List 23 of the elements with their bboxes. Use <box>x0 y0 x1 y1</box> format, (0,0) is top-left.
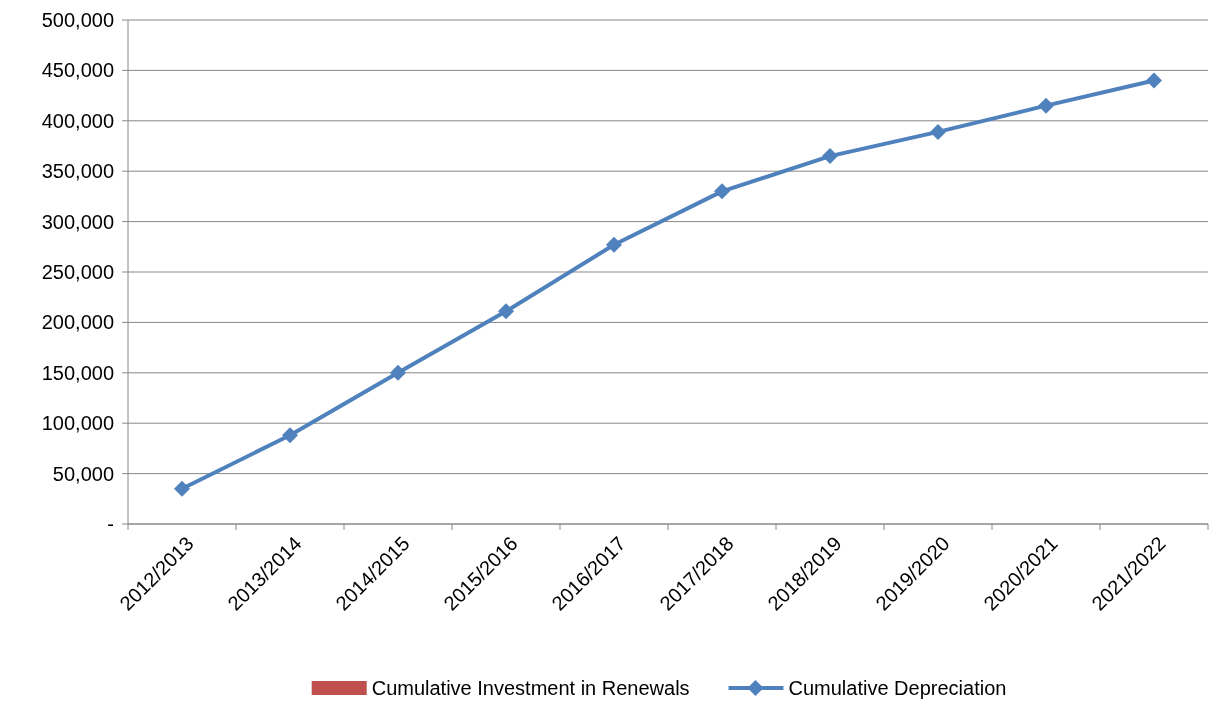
y-tick-label: 50,000 <box>52 462 114 485</box>
point <box>930 123 946 140</box>
point <box>714 183 730 200</box>
point <box>390 364 406 381</box>
y-tick-label: 200,000 <box>41 311 114 334</box>
y-tick-label: 400,000 <box>41 109 114 132</box>
point <box>1146 72 1162 89</box>
point <box>498 303 514 320</box>
y-tick-label: - <box>107 513 114 535</box>
y-tick-label: 250,000 <box>41 261 114 283</box>
point <box>1038 97 1054 114</box>
point <box>174 480 190 497</box>
point <box>282 427 298 444</box>
point <box>822 148 838 165</box>
legend-label: Cumulative Depreciation <box>788 677 1007 699</box>
y-tick-label: 100,000 <box>41 412 114 435</box>
y-tick-label: 350,000 <box>41 160 114 183</box>
y-tick-label: 150,000 <box>41 361 114 384</box>
y-tick-label: 500,000 <box>41 9 114 31</box>
y-tick-label: 450,000 <box>41 59 114 82</box>
point <box>606 236 622 253</box>
y-tick-label: 300,000 <box>41 210 114 233</box>
legend-label: Cumulative Investment in Renewals <box>371 677 690 699</box>
